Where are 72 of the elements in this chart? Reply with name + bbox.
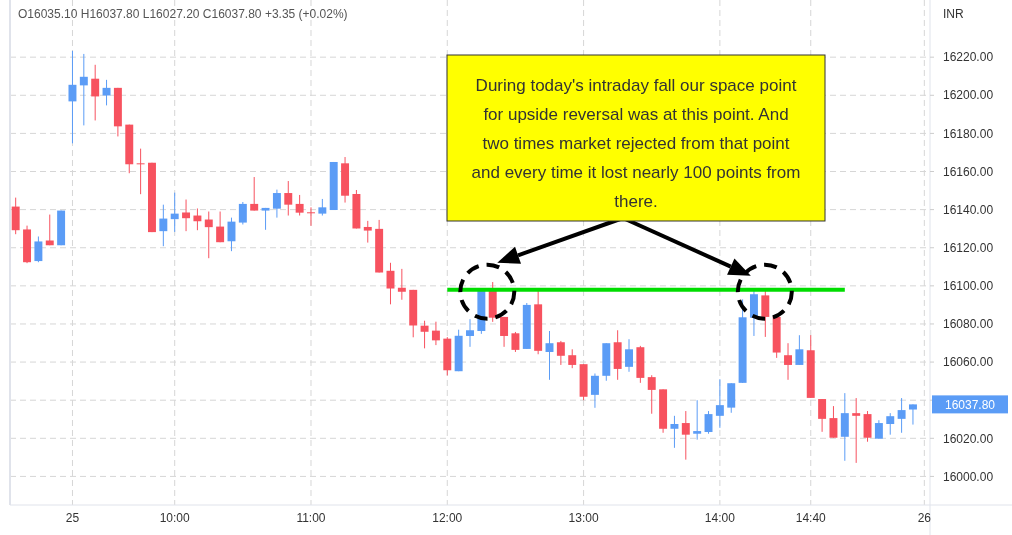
candlestick [500,316,509,348]
candlestick [852,397,861,464]
candlestick [397,268,406,301]
candlestick [784,342,792,381]
annotation: During today's intraday fall our space point for upside reversal was at this point. And two times market rejected from that point and every time it lost nearly 100 points from there. [470,75,802,213]
y-axis-title: INR [943,7,964,21]
y-tick-label: 16140.00 [943,202,994,217]
y-tick-label: 16000.00 [943,469,994,484]
candlestick [284,180,293,217]
candlestick [307,206,315,227]
candlestick [715,378,724,429]
candlestick [681,410,690,461]
candlestick [511,331,520,353]
candlestick [204,211,213,259]
candlestick [795,334,804,366]
x-tick-label: 12:00 [432,511,463,525]
candlestick [897,397,906,434]
x-tick-label: 10:00 [159,511,191,525]
y-tick-label: 16200.00 [943,88,994,103]
candlestick [556,340,565,366]
x-tick-label: 26 [917,511,932,525]
candlestick [420,320,429,349]
y-tick-label: 16160.00 [943,164,994,179]
candlestick [545,330,554,381]
candlestick [250,176,259,212]
candlestick [295,194,304,217]
y-tick-label: 16120.00 [943,240,994,255]
candlestick [749,290,758,337]
candlestick [818,398,827,433]
candlestick [886,412,895,436]
candlestick [272,189,281,219]
y-tick-label: 16020.00 [943,431,994,446]
x-tick-label: 13:00 [568,511,599,525]
candlestick [136,148,145,195]
text: 16037.80 [944,397,996,412]
candlestick [761,290,770,338]
candlestick [170,192,179,233]
candlestick [670,415,679,449]
candlestick [79,53,88,126]
candlestick [34,235,43,263]
candlestick [363,220,372,244]
candlestick [647,374,656,415]
x-tick-label: 25 [65,511,80,525]
candlestick [102,79,111,106]
y-tick-label: 16180.00 [943,126,994,141]
candlestick [216,211,225,243]
y-tick-label: 16080.00 [943,317,994,332]
candlestick [68,50,77,144]
candlestick [874,419,883,440]
candlestick [625,338,633,373]
text: O16035.10 H16037.80 L16027.20 C16037.80 +3.35 (+0.02%) [18,7,348,21]
candlestick [431,321,440,346]
candlestick [45,214,54,246]
y-tick-label: 16060.00 [943,355,994,370]
candlestick [568,348,577,369]
candlestick [829,405,838,439]
y-tick-label: 16220.00 [943,50,994,65]
candlestick [693,399,702,441]
y-tick-label: 16100.00 [943,279,994,294]
x-tick-label: 14:40 [795,511,827,525]
candlestick [466,318,474,348]
candlestick [840,392,849,462]
x-tick-label: 11:00 [296,511,326,525]
candlestick [182,199,191,232]
x-tick-label: 14:00 [704,511,736,525]
candlestick [159,204,168,247]
candlestick [590,373,599,409]
candlestick [11,197,20,235]
candlestick [863,410,872,443]
candlestick [238,201,247,225]
candlestick [908,403,917,426]
candlestick [91,64,100,121]
